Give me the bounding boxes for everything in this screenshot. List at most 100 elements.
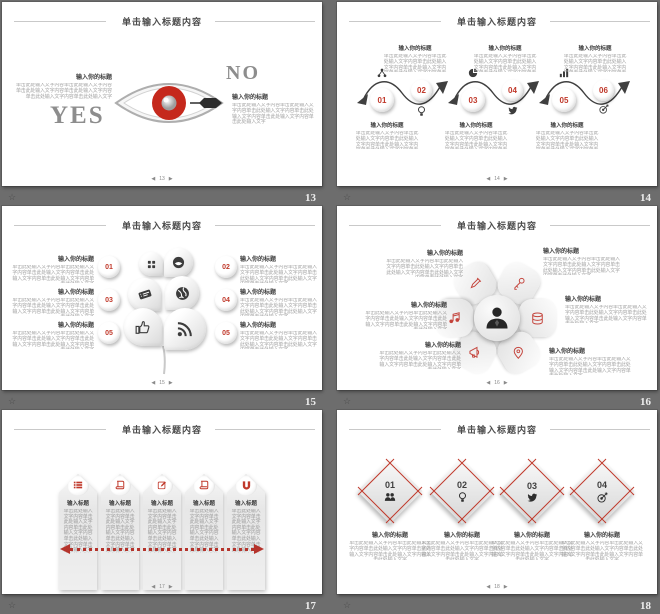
text-block: 输入你的标题 单击此处输入文字内容单击此处输入文字内容单击此处输入文字内容单击此处… — [385, 248, 463, 277]
item-body: 单击此处输入文字内容单击此处输入文字内容单击此处输入文字内容单击此处输入文字内容… — [349, 541, 431, 560]
text-block-top: 输入你的标题单击此处输入文字内容单击此处输入文字内容单击此处输入文字内容单击此处… — [382, 44, 448, 72]
slide-title: 单击输入标题内容 — [121, 221, 202, 231]
item-title: 输入你的标题 — [75, 75, 112, 81]
ring-segment — [493, 257, 545, 309]
ball-icon — [172, 256, 185, 269]
slide-thumbnail-18[interactable]: 单击输入标题内容 01 02 03 04 — [337, 410, 657, 594]
rss-icon — [177, 322, 192, 337]
banner: 输入标题 单击此处输入文字内容单击此处输入文字内容单击此处输入文字内容单击此处输入… — [227, 452, 265, 590]
title-line-left — [14, 225, 106, 226]
text-block: 输入你的标题 单击此处输入文字内容单击此处输入文字内容单击此处输入文字内容单击此处… — [10, 254, 94, 283]
item-title: 输入你的标题 — [57, 323, 94, 329]
watermark-logo: ☆ — [8, 396, 17, 406]
item-body: 单击此处输入文字内容单击此处输入文字内容单击此处输入文字内容单击此处输入文字内容… — [232, 103, 314, 126]
nav-prev-icon: ◀ — [486, 176, 491, 182]
text-block: 输入你的标题单击此处输入文字内容单击此处输入文字内容单击此处输入文字内容单击此处… — [10, 320, 94, 349]
item-body: 单击此处输入文字内容单击此处输入文字内容单击此处输入文字内容单击此处输入文字内容… — [12, 331, 94, 349]
marker-icon — [199, 98, 222, 108]
bar-chart-icon — [559, 68, 569, 78]
item-body: 单击此处输入文字内容单击此处输入文字内容单击此处输入文字内容单击此处输入文字内容… — [105, 509, 135, 553]
title-line-right — [550, 21, 650, 22]
item-title: 输入标题 — [150, 501, 173, 507]
item-number-circle: 05 — [98, 322, 120, 344]
item-title: 输入你的标题 — [578, 46, 612, 52]
slide-title: 单击输入标题内容 — [121, 425, 202, 435]
step-circle: 03 — [461, 88, 485, 112]
item-title: 输入你的标题 — [488, 46, 522, 52]
item-body: 单击此处输入文字内容单击此处输入文字内容单击此处输入文字内容单击此处输入文字内容… — [147, 509, 177, 553]
item-title: 输入你的标题 — [424, 343, 461, 349]
edit-icon — [157, 481, 166, 490]
slide-title: 单击输入标题内容 — [456, 17, 537, 27]
item-title: 输入你的标题 — [371, 533, 408, 539]
text-block-bottom: 输入你的标题 单击此处输入文字内容单击此处输入文字内容单击此处输入文字内容单击此处… — [354, 121, 420, 149]
slide-thumbnail-13[interactable]: 单击输入标题内容 输入你的标题 单击此处输入文字内容单击此处输入文字内容单击此处… — [2, 2, 322, 186]
step-circle: 02 — [411, 80, 432, 101]
database-icon — [532, 311, 544, 325]
cell-13: 单击输入标题内容 输入你的标题 单击此处输入文字内容单击此处输入文字内容单击此处… — [2, 2, 324, 206]
item-body: 单击此处输入文字内容单击此处输入文字内容单击此处输入文字内容单击此处输入文字内容… — [15, 83, 112, 100]
title-line-left — [349, 429, 441, 430]
slide-thumbnail-15[interactable]: 单击输入标题内容 输入你的标题单击此处输入文字内容单击此处输入文字内容单击此处输… — [2, 206, 322, 390]
item-title: 输入你的标题 — [543, 249, 580, 255]
cell-17: 单击输入标题内容 输入标题 单击此处输入文字内容单击此处输入文字内容单击此处输入文… — [2, 410, 324, 614]
item-body: 单击此处输入文字内容单击此处输入文字内容单击此处输入文字内容单击此处输入文字内容… — [444, 131, 508, 149]
item-number-circle: 03 — [98, 289, 120, 311]
nav-prev-icon: ◀ — [486, 584, 491, 590]
diamond-item: 02 — [429, 458, 495, 524]
title-line-left — [349, 225, 441, 226]
nav-prev-icon: ◀ — [151, 584, 156, 590]
nav-prev-icon: ◀ — [151, 380, 156, 386]
item-body: 单击此处输入文字内容单击此处输入文字内容单击此处输入文字内容单击此处输入文字内容… — [561, 541, 643, 560]
petal-bubble — [139, 252, 163, 276]
slide-nav: ◀ 17 ▶ — [2, 584, 322, 590]
nav-next-icon: ▶ — [503, 176, 508, 182]
slide-thumbnail-16[interactable]: 单击输入标题内容 输入你的标题 单击此处输入文字内容单击此处输入文字内容单击此处输… — [337, 206, 657, 390]
title-line-right — [550, 225, 650, 226]
text-block: 输入你的标题 单击此处输入文字内容单击此处输入文字内容单击此处输入文字内容单击此处… — [240, 254, 318, 283]
step-circle: 04 — [502, 80, 523, 101]
item-number-circle: 02 — [215, 256, 237, 278]
item-title: 输入你的标题 — [398, 46, 432, 52]
bulb-icon — [417, 106, 426, 117]
slide-nav: ◀ 14 ▶ — [337, 176, 657, 182]
text-block: 输入你的标题 单击此处输入文字内容单击此处输入文字内容单击此处输入文字内容单击此处… — [565, 294, 651, 323]
page-number: 16 — [640, 396, 651, 408]
text-block-top: 输入你的标题 单击此处输入文字内容单击此处输入文字内容单击此处输入文字内容单击此处… — [472, 44, 538, 72]
page-number: 14 — [640, 192, 651, 204]
book-icon — [115, 480, 125, 490]
diamond-frame — [357, 458, 423, 524]
item-body: 单击此处输入文字内容单击此处输入文字内容单击此处输入文字内容单击此处输入文字内容… — [12, 298, 94, 316]
nav-page: 13 — [159, 176, 165, 182]
nav-next-icon: ▶ — [168, 380, 173, 386]
item-body: 单击此处输入文字内容单击此处输入文字内容单击此处输入文字内容单击此处输入文字内容… — [379, 351, 461, 369]
watermark-logo: ☆ — [8, 192, 17, 202]
item-number: 01 — [384, 480, 395, 490]
arrow-left-icon — [60, 544, 70, 554]
slide-thumbnail-17[interactable]: 单击输入标题内容 输入标题 单击此处输入文字内容单击此处输入文字内容单击此处输入文… — [2, 410, 322, 594]
item-title: 输入标题 — [108, 501, 131, 507]
item-body: 单击此处输入文字内容单击此处输入文字内容单击此处输入文字内容单击此处输入文字内容… — [565, 305, 647, 323]
item-body: 单击此处输入文字内容单击此处输入文字内容单击此处输入文字内容单击此处输入文字内容… — [563, 54, 627, 72]
item-body: 单击此处输入文字内容单击此处输入文字内容单击此处输入文字内容单击此处输入文字内容… — [383, 54, 447, 72]
slide-thumbnail-14[interactable]: 单击输入标题内容 01 02 03 04 05 06 输入你的标题 单击此处输入文… — [337, 2, 657, 186]
text-block-right: 输入你的标题 单击此处输入文字内容单击此处输入文字内容单击此处输入文字内容单击此… — [232, 92, 318, 126]
share-icon — [377, 68, 387, 78]
target-icon — [599, 104, 609, 114]
pin-icon — [514, 347, 524, 360]
text-block: 输入你的标题单击此处输入文字内容单击此处输入文字内容单击此处输入文字内容单击此处… — [377, 340, 461, 369]
item-title: 输入标题 — [66, 501, 89, 507]
item-number: 02 — [456, 479, 467, 490]
pie-chart-icon — [468, 68, 478, 78]
slide-title: 单击输入标题内容 — [121, 17, 202, 27]
nav-page: 17 — [159, 584, 165, 590]
item-body: 单击此处输入文字内容单击此处输入文字内容单击此处输入文字内容单击此处输入文字内容… — [240, 265, 317, 283]
title-line-right — [215, 21, 315, 22]
ring-segment — [493, 327, 545, 379]
title-line-left — [14, 21, 106, 22]
title-line-right — [215, 429, 315, 430]
globe-icon — [175, 286, 189, 300]
page-number: 15 — [305, 396, 316, 408]
no-word: NO — [226, 62, 260, 84]
